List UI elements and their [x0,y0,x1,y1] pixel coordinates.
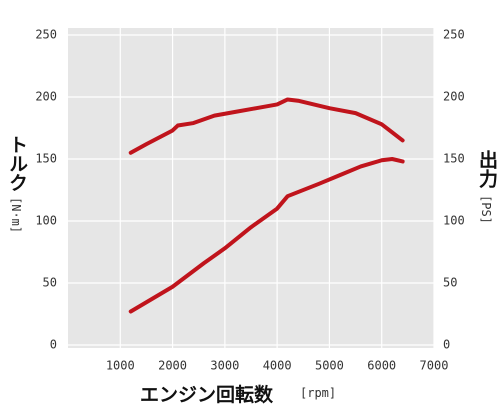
y2-tick-label: 100 [443,214,465,228]
x-tick-label: 4000 [263,359,292,373]
y-axis-unit: [N·m] [9,197,23,234]
y2-axis-unit: [PS] [479,195,493,224]
x-axis-unit: [rpm] [300,386,337,400]
y-tick-label: 100 [35,214,57,228]
y2-axis-title: 出力 [476,150,498,188]
x-tick-label: 5000 [315,359,344,373]
x-tick-label: 2000 [158,359,187,373]
x-tick-label: 3000 [210,359,239,373]
x-tick-label: 7000 [420,359,449,373]
y2-tick-label: 250 [443,28,465,42]
y2-tick-label: 50 [443,276,457,290]
series-line [128,157,405,314]
series-line [128,97,405,155]
y-tick-label: 50 [43,276,57,290]
x-axis-title: エンジン回転数 [140,384,274,406]
y-tick-label: 200 [35,90,57,104]
x-tick-label: 6000 [367,359,396,373]
plot-background [68,28,434,348]
y-tick-label: 0 [50,338,57,352]
y-tick-label: 150 [35,152,57,166]
x-tick-label: 1000 [106,359,135,373]
y2-tick-label: 200 [443,90,465,104]
y-axis-title: トルク [6,135,28,192]
y-tick-label: 250 [35,28,57,42]
y2-tick-label: 150 [443,152,465,166]
y2-tick-label: 0 [443,338,450,352]
